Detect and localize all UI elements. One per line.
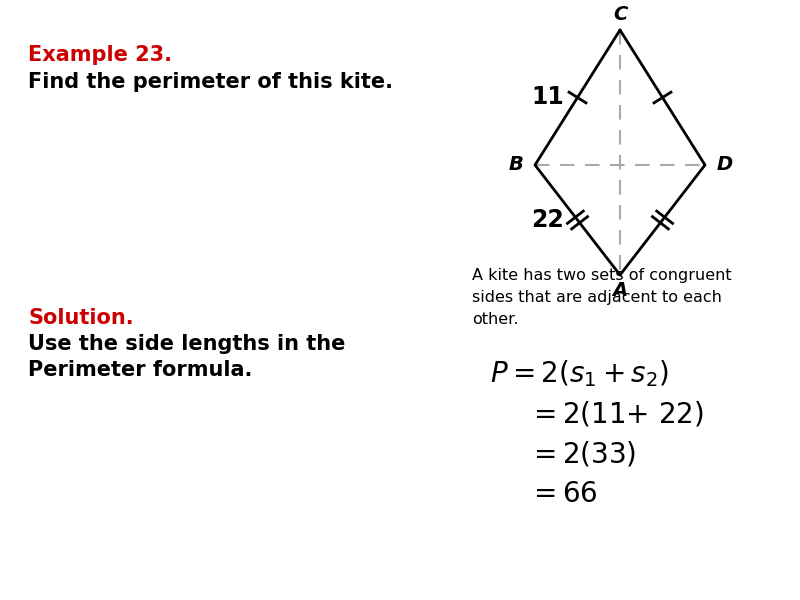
Text: $\mathit{P} = 2(s_1 + s_2)$: $\mathit{P} = 2(s_1 + s_2)$ bbox=[490, 358, 669, 389]
Text: Perimeter formula.: Perimeter formula. bbox=[28, 360, 252, 380]
Text: sides that are adjacent to each: sides that are adjacent to each bbox=[472, 290, 722, 305]
Text: Use the side lengths in the: Use the side lengths in the bbox=[28, 334, 346, 354]
Text: C: C bbox=[613, 5, 627, 24]
Text: other.: other. bbox=[472, 312, 518, 327]
Text: 22: 22 bbox=[531, 208, 564, 232]
Text: 11: 11 bbox=[531, 85, 564, 109]
Text: $= 2(11{+}\ 22)$: $= 2(11{+}\ 22)$ bbox=[528, 400, 704, 429]
Text: $= 2(33)$: $= 2(33)$ bbox=[528, 440, 636, 469]
Text: $= 66$: $= 66$ bbox=[528, 480, 598, 508]
Text: A: A bbox=[613, 281, 627, 300]
Text: A kite has two sets of congruent: A kite has two sets of congruent bbox=[472, 268, 732, 283]
Text: Example 23.: Example 23. bbox=[28, 45, 172, 65]
Text: D: D bbox=[717, 155, 734, 175]
Text: B: B bbox=[508, 155, 523, 175]
Text: Solution.: Solution. bbox=[28, 308, 134, 328]
Text: Find the perimeter of this kite.: Find the perimeter of this kite. bbox=[28, 72, 393, 92]
